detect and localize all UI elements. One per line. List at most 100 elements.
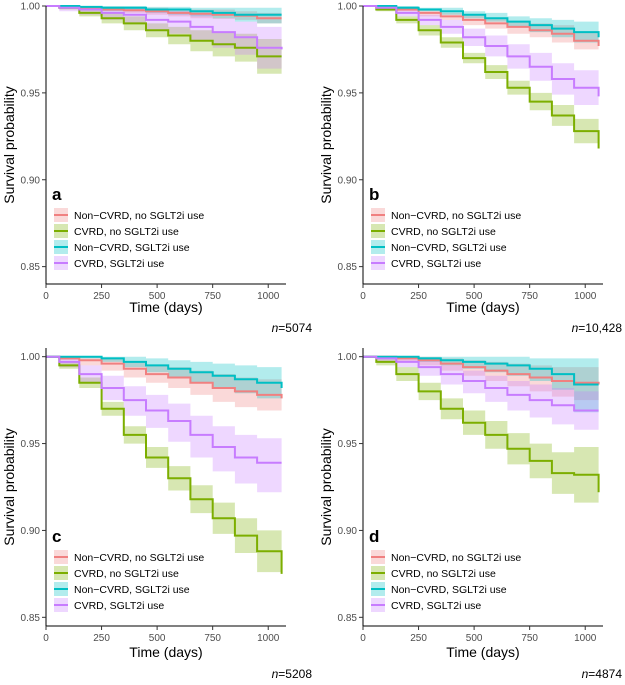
sample-size-n: n <box>272 321 279 335</box>
x-tick-label: 1000 <box>257 291 280 302</box>
x-tick-label: 250 <box>93 633 110 644</box>
sample-size-label: n=10,428 <box>572 321 623 335</box>
y-tick-label: 0.95 <box>21 88 41 99</box>
sample-size-n: n <box>582 667 589 681</box>
y-tick-label: 1.00 <box>338 2 358 13</box>
survival-line-non-cvrd-sglt2i <box>363 5 600 38</box>
legend-label: CVRD, no SGLT2i use <box>391 226 496 238</box>
survival-line-non-cvrd-no-sglt2i <box>363 355 600 385</box>
y-tick-label: 0.90 <box>21 175 41 186</box>
legend-label: Non−CVRD, SGLT2i use <box>391 242 507 254</box>
y-tick-label: 0.95 <box>338 88 358 99</box>
x-tick-label: 0 <box>43 633 49 644</box>
ci-band-non-cvrd-sglt2i <box>46 6 282 26</box>
legend-label: Non−CVRD, no SGLT2i use <box>74 552 204 564</box>
sample-size-label: n=5074 <box>272 321 313 335</box>
y-tick-label: 1.00 <box>21 352 41 363</box>
x-tick-label: 500 <box>466 291 483 302</box>
sample-size-value: =10,428 <box>578 321 622 335</box>
sample-size-label: n=5208 <box>272 667 313 681</box>
legend: Non−CVRD, no SGLT2i use CVRD, no SGLT2i u… <box>371 208 521 270</box>
x-tick-label: 250 <box>410 291 427 302</box>
survival-line-cvrd-no-sglt2i <box>363 5 600 149</box>
sample-size-n: n <box>272 667 279 681</box>
ci-band-cvrd-sglt2i <box>363 6 599 116</box>
ci-band-cvrd-sglt2i <box>46 356 282 493</box>
x-tick-label: 1000 <box>574 633 597 644</box>
sample-size-value: =5074 <box>278 321 312 335</box>
x-tick-label: 500 <box>149 291 166 302</box>
sample-size-value: =4874 <box>588 667 622 681</box>
legend-label: CVRD, no SGLT2i use <box>391 568 496 580</box>
ci-band-cvrd-sglt2i <box>46 6 282 72</box>
x-axis-title: Time (days) <box>446 299 519 315</box>
ci-band-cvrd-sglt2i <box>363 356 599 430</box>
legend-label: CVRD, no SGLT2i use <box>74 568 179 580</box>
legend: Non−CVRD, no SGLT2i use CVRD, no SGLT2i u… <box>54 208 204 270</box>
legend-label: Non−CVRD, SGLT2i use <box>74 584 190 596</box>
legend-label: CVRD, SGLT2i use <box>391 600 481 612</box>
panel-letter: d <box>369 527 379 546</box>
legend-label: CVRD, SGLT2i use <box>391 258 481 270</box>
panel-letter: a <box>52 185 62 204</box>
legend: Non−CVRD, no SGLT2i use CVRD, no SGLT2i u… <box>371 550 521 612</box>
legend-label: Non−CVRD, SGLT2i use <box>391 584 507 596</box>
y-tick-label: 0.85 <box>21 262 41 273</box>
panel-letter: c <box>52 527 61 546</box>
sample-size-value: =5208 <box>278 667 312 681</box>
x-tick-label: 750 <box>521 633 538 644</box>
x-tick-label: 1000 <box>574 291 597 302</box>
panel-letter: b <box>369 185 379 204</box>
y-tick-label: 0.85 <box>338 262 358 273</box>
x-tick-label: 0 <box>43 291 49 302</box>
x-axis-title: Time (days) <box>446 644 519 660</box>
y-axis-title: Survival probability <box>318 86 334 204</box>
panel-c: 0.85 0.90 0.95 1.00 0 250 500 750 1000 Time (days… <box>1 348 312 681</box>
y-axis-title: Survival probability <box>318 428 334 546</box>
x-tick-label: 750 <box>204 291 221 302</box>
x-tick-label: 750 <box>521 291 538 302</box>
y-tick-label: 0.95 <box>21 439 41 450</box>
survival-line-cvrd-sglt2i <box>46 5 283 50</box>
survival-line-cvrd-no-sglt2i <box>46 355 283 574</box>
x-tick-label: 500 <box>466 633 483 644</box>
ci-band-cvrd-no-sglt2i <box>46 6 282 76</box>
y-tick-label: 1.00 <box>338 352 358 363</box>
legend-label: Non−CVRD, no SGLT2i use <box>74 210 204 222</box>
survival-line-non-cvrd-sglt2i <box>363 355 599 386</box>
y-tick-label: 0.90 <box>338 175 358 186</box>
x-tick-label: 250 <box>93 291 110 302</box>
y-axis-title: Survival probability <box>1 86 17 204</box>
panel-b: 0.85 0.90 0.95 1.00 0 250 500 750 1000 Time (days… <box>318 2 622 336</box>
x-tick-label: 750 <box>204 633 221 644</box>
survival-line-cvrd-sglt2i <box>363 5 600 97</box>
y-axis-title: Survival probability <box>1 428 17 546</box>
legend-label: Non−CVRD, SGLT2i use <box>74 242 190 254</box>
ci-band-non-cvrd-no-sglt2i <box>46 6 282 26</box>
survival-line-non-cvrd-no-sglt2i <box>46 355 283 399</box>
x-axis-title: Time (days) <box>129 644 202 660</box>
survival-line-cvrd-sglt2i <box>363 355 599 412</box>
legend-label: CVRD, SGLT2i use <box>74 258 164 270</box>
x-tick-label: 1000 <box>257 633 280 644</box>
legend-label: Non−CVRD, no SGLT2i use <box>391 552 521 564</box>
legend-label: CVRD, no SGLT2i use <box>74 226 179 238</box>
survival-line-cvrd-no-sglt2i <box>363 355 600 493</box>
sample-size-n: n <box>572 321 579 335</box>
x-tick-label: 250 <box>410 633 427 644</box>
y-tick-label: 1.00 <box>21 2 41 13</box>
legend-label: CVRD, SGLT2i use <box>74 600 164 612</box>
panel-a: 0.85 0.90 0.95 1.00 0 250 500 750 1000 Time (days… <box>1 2 312 336</box>
survival-line-cvrd-sglt2i <box>46 355 282 464</box>
y-tick-label: 0.95 <box>338 439 358 450</box>
y-tick-label: 0.90 <box>21 526 41 537</box>
sample-size-label: n=4874 <box>582 667 623 681</box>
survival-line-non-cvrd-sglt2i <box>46 355 283 388</box>
y-tick-label: 0.85 <box>21 613 41 624</box>
legend-label: Non−CVRD, no SGLT2i use <box>391 210 521 222</box>
ci-band-cvrd-no-sglt2i <box>363 356 599 526</box>
x-tick-label: 0 <box>360 291 366 302</box>
ci-band-non-cvrd-sglt2i <box>363 356 599 413</box>
y-tick-label: 0.90 <box>338 526 358 537</box>
